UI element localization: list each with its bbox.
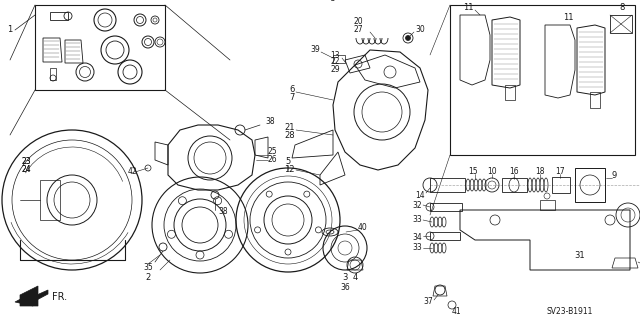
Text: 15: 15 — [468, 167, 478, 176]
Text: SV23-B1911: SV23-B1911 — [547, 308, 593, 316]
Text: 27: 27 — [353, 26, 363, 34]
Text: 24: 24 — [22, 166, 31, 174]
Text: 20: 20 — [353, 18, 363, 26]
Text: 6: 6 — [290, 85, 295, 94]
Text: 26: 26 — [268, 155, 278, 165]
Bar — [610, 15, 632, 33]
Text: 25: 25 — [268, 147, 278, 157]
Text: 28: 28 — [284, 131, 295, 140]
Text: 5: 5 — [285, 158, 291, 167]
Text: 11: 11 — [563, 13, 573, 23]
Text: 13: 13 — [330, 50, 340, 60]
Text: 29: 29 — [330, 65, 340, 75]
Text: 32: 32 — [412, 201, 422, 210]
Text: 1997 Honda Accord Pin A Diagram for 45235-S01-A01: 1997 Honda Accord Pin A Diagram for 4523… — [198, 0, 442, 1]
Text: FR.: FR. — [52, 292, 67, 302]
Bar — [575, 168, 605, 202]
Text: 21: 21 — [285, 123, 295, 132]
Text: 33: 33 — [412, 243, 422, 253]
Text: 12: 12 — [285, 166, 295, 174]
Bar — [430, 203, 462, 211]
Text: 4: 4 — [353, 273, 358, 283]
Text: 18: 18 — [535, 167, 545, 176]
Bar — [50, 12, 68, 20]
Bar — [333, 55, 345, 63]
Text: 36: 36 — [340, 283, 350, 292]
Text: 3: 3 — [342, 273, 348, 283]
Text: 22: 22 — [330, 57, 340, 66]
Circle shape — [406, 35, 410, 41]
Text: 23: 23 — [22, 158, 31, 167]
Text: 38: 38 — [265, 117, 275, 127]
Text: 37: 37 — [423, 298, 433, 307]
Text: 40: 40 — [358, 224, 368, 233]
Text: 33: 33 — [412, 216, 422, 225]
Text: 39: 39 — [310, 46, 320, 55]
Text: 8: 8 — [620, 4, 625, 12]
Text: 14: 14 — [415, 190, 425, 199]
Text: 2: 2 — [145, 273, 150, 283]
Text: 42: 42 — [128, 167, 138, 176]
Text: 30: 30 — [415, 26, 425, 34]
Text: 11: 11 — [463, 4, 473, 12]
Bar — [552, 177, 570, 193]
Bar — [430, 178, 465, 192]
Polygon shape — [15, 290, 48, 306]
Text: 17: 17 — [555, 167, 565, 176]
Polygon shape — [20, 286, 38, 306]
Bar — [450, 5, 635, 155]
Text: 24: 24 — [22, 166, 31, 174]
Bar — [502, 178, 527, 192]
Text: 35: 35 — [143, 263, 153, 272]
Text: 41: 41 — [451, 308, 461, 316]
Text: 7: 7 — [290, 93, 295, 102]
Text: 31: 31 — [575, 250, 586, 259]
Text: 34: 34 — [412, 233, 422, 241]
Bar — [50, 68, 56, 80]
Bar — [430, 232, 460, 240]
Bar — [35, 5, 165, 90]
Text: 10: 10 — [487, 167, 497, 176]
Text: 1: 1 — [8, 26, 13, 34]
Text: 9: 9 — [612, 170, 617, 180]
Text: 38: 38 — [218, 207, 228, 217]
Text: 23: 23 — [22, 158, 31, 167]
Text: 16: 16 — [509, 167, 519, 176]
